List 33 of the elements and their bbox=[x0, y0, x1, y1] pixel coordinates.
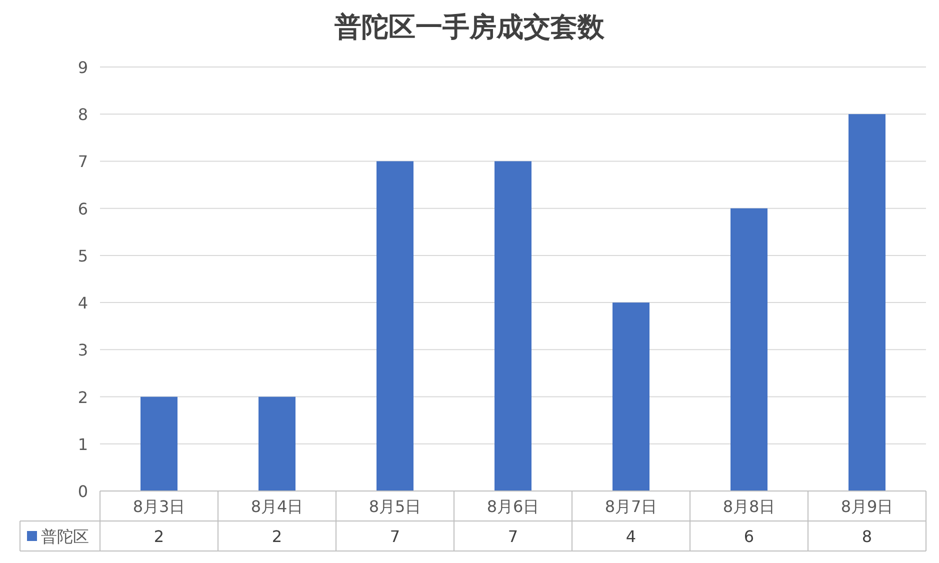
x-tick-label: 8月6日 bbox=[486, 497, 540, 516]
x-tick-label: 8月9日 bbox=[840, 497, 894, 516]
chart-title: 普陀区一手房成交套数 bbox=[334, 12, 606, 43]
data-label: 8 bbox=[862, 527, 872, 546]
data-label: 2 bbox=[154, 527, 164, 546]
x-tick-label: 8月8日 bbox=[722, 497, 776, 516]
bar bbox=[494, 161, 532, 491]
data-label: 2 bbox=[272, 527, 282, 546]
y-tick-label: 5 bbox=[78, 246, 88, 266]
data-label: 7 bbox=[508, 527, 518, 546]
y-tick-label: 0 bbox=[78, 482, 88, 501]
y-tick-label: 1 bbox=[78, 434, 88, 454]
data-label: 7 bbox=[390, 527, 400, 546]
legend-label: 普陀区 bbox=[41, 527, 89, 546]
y-tick-label: 8 bbox=[78, 105, 88, 124]
y-tick-label: 4 bbox=[78, 294, 88, 313]
data-label: 4 bbox=[626, 527, 636, 546]
bar bbox=[848, 114, 886, 491]
x-tick-label: 8月4日 bbox=[250, 497, 304, 516]
x-tick-label: 8月5日 bbox=[368, 497, 422, 516]
x-tick-label: 8月3日 bbox=[132, 497, 186, 516]
y-tick-label: 2 bbox=[78, 388, 88, 407]
x-tick-label: 8月7日 bbox=[604, 497, 658, 516]
bar bbox=[376, 161, 414, 491]
y-tick-label: 7 bbox=[78, 152, 88, 172]
bar bbox=[612, 302, 650, 491]
bar bbox=[140, 396, 178, 491]
data-label: 6 bbox=[744, 527, 754, 546]
y-tick-label: 9 bbox=[78, 58, 88, 77]
bar bbox=[258, 396, 296, 491]
y-tick-label: 3 bbox=[78, 340, 88, 360]
bar bbox=[730, 208, 768, 491]
y-tick-label: 6 bbox=[78, 199, 88, 218]
